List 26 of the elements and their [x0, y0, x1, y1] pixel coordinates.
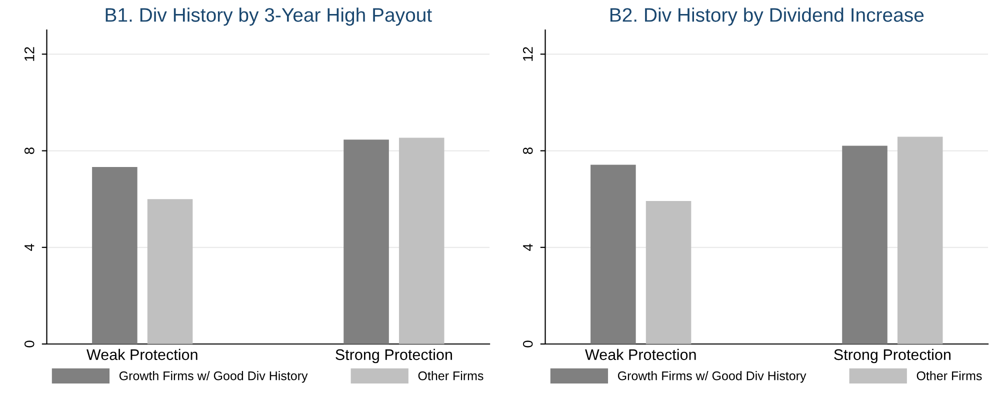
bar — [646, 201, 692, 344]
y-tick-label: 12 — [522, 47, 533, 61]
bar — [398, 138, 444, 344]
x-tick-label: Strong Protection — [336, 348, 452, 364]
y-tick-label: 8 — [24, 148, 34, 154]
y-tick-label: 8 — [522, 148, 533, 154]
bar — [92, 166, 138, 344]
legend-label: Other Firms — [916, 371, 982, 380]
y-tick-label: 0 — [522, 340, 533, 348]
x-tick-label: Strong Protection — [834, 348, 950, 364]
chart-title: B1. Div History by 3-Year High Payout — [106, 8, 432, 26]
legend-label: Other Firms — [418, 371, 484, 380]
y-tick-label: 12 — [24, 47, 34, 61]
x-tick-label: Weak Protection — [585, 348, 696, 360]
y-tick-label: 0 — [24, 340, 34, 348]
bar — [590, 164, 636, 344]
bar — [842, 146, 888, 344]
bar — [147, 199, 193, 344]
x-tick-label: Weak Protection — [86, 348, 198, 360]
y-tick-label: 4 — [523, 244, 533, 251]
y-tick-label: 4 — [24, 244, 34, 251]
bar — [344, 140, 389, 344]
legend-label: Growth Firms w/ Good Div History — [119, 371, 308, 383]
text: Growth Firms w/ Good Div History — [618, 371, 806, 383]
chart-title: B2. Div History by Dividend Increase — [610, 8, 924, 26]
bar — [897, 136, 943, 344]
